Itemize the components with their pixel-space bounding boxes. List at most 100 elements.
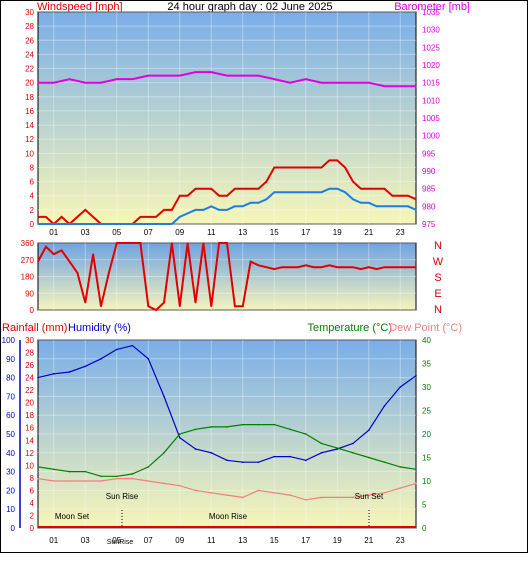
hour-tick-label: 11 bbox=[207, 228, 216, 237]
hour-tick-label: 15 bbox=[270, 536, 279, 545]
dew-point-point bbox=[210, 491, 213, 494]
rainfall-tick-label: 4 bbox=[30, 499, 35, 508]
hour-tick-label: 07 bbox=[144, 228, 153, 237]
gust-point bbox=[100, 223, 102, 225]
temperature-point bbox=[226, 426, 228, 428]
rainfall-tick-label: 22 bbox=[25, 386, 34, 395]
gust-point bbox=[312, 191, 315, 193]
rainfall-tick-label: 30 bbox=[25, 336, 34, 345]
windspeed-point bbox=[304, 166, 307, 169]
gust-point bbox=[108, 223, 110, 225]
moonrise-label: Moon Rise bbox=[209, 512, 248, 521]
barometer-tick-label: 1025 bbox=[422, 43, 440, 52]
windspeed-point bbox=[163, 209, 165, 211]
rainfall-tick-label: 12 bbox=[25, 449, 34, 458]
barometer-tick-label: 995 bbox=[422, 149, 436, 158]
barometer-point bbox=[336, 81, 339, 84]
direction-point bbox=[131, 242, 134, 244]
gust-point bbox=[60, 223, 63, 225]
direction-point bbox=[375, 268, 378, 270]
barometer-tick-label: 980 bbox=[422, 202, 436, 211]
sunrise-label: Sun Rise bbox=[106, 492, 139, 501]
barometer-point bbox=[163, 74, 165, 77]
humidity-axis-title: Humidity (%) bbox=[68, 322, 131, 334]
humidity-point bbox=[210, 452, 213, 454]
windspeed-point bbox=[218, 194, 220, 197]
humidity-point bbox=[100, 358, 102, 360]
direction-point bbox=[336, 266, 339, 268]
barometer-point bbox=[68, 78, 71, 80]
direction-tick-label: 0 bbox=[30, 306, 35, 315]
hour-tick-label: 03 bbox=[81, 228, 90, 237]
windspeed-point bbox=[210, 187, 213, 190]
hour-tick-label: 09 bbox=[175, 228, 184, 237]
windspeed-point bbox=[186, 194, 189, 197]
direction-point bbox=[234, 305, 236, 308]
windspeed-tick-label: 20 bbox=[25, 79, 34, 88]
rainfall-tick-label: 18 bbox=[25, 411, 34, 420]
humidity-tick-label: 80 bbox=[6, 374, 15, 383]
dew-point-point bbox=[367, 494, 370, 496]
direction-point bbox=[273, 268, 276, 270]
windspeed-tick-label: 24 bbox=[25, 50, 34, 59]
hour-tick-label: 11 bbox=[207, 536, 216, 545]
rainfall-tick-label: 0 bbox=[30, 524, 35, 533]
gust-point bbox=[257, 202, 260, 204]
windspeed-point bbox=[399, 194, 402, 197]
barometer-point bbox=[194, 71, 197, 73]
temperature-point bbox=[320, 442, 323, 445]
compass-label: S bbox=[434, 272, 441, 284]
windspeed-point bbox=[84, 209, 87, 211]
humidity-point bbox=[163, 395, 165, 398]
windspeed-tick-label: 30 bbox=[25, 8, 34, 17]
temperature-point bbox=[399, 466, 402, 468]
windspeed-point bbox=[360, 187, 362, 190]
rainfall-axis-title: Rainfall (mm) bbox=[2, 322, 67, 334]
barometer-tick-label: 1005 bbox=[422, 114, 440, 123]
direction-point bbox=[100, 305, 102, 308]
temperature-point bbox=[352, 452, 354, 454]
gust-point bbox=[45, 223, 47, 225]
hour-tick-label: 21 bbox=[364, 228, 373, 237]
direction-point bbox=[265, 266, 268, 268]
barometer-point bbox=[52, 81, 55, 84]
temperature-point bbox=[115, 475, 118, 478]
gust-point bbox=[273, 191, 276, 193]
gust-point bbox=[304, 191, 307, 193]
temperature-tick-label: 20 bbox=[422, 430, 431, 439]
hour-tick-label: 09 bbox=[175, 536, 184, 545]
hour-tick-label: 05 bbox=[112, 228, 121, 237]
barometer-point bbox=[178, 74, 181, 77]
windspeed-point bbox=[415, 198, 417, 201]
rainfall-tick-label: 24 bbox=[25, 374, 34, 383]
windspeed-point bbox=[328, 159, 331, 162]
direction-point bbox=[178, 305, 181, 308]
gust-point bbox=[241, 205, 244, 208]
rainfall-tick-label: 8 bbox=[30, 474, 35, 483]
direction-point bbox=[312, 266, 315, 268]
direction-point bbox=[281, 266, 283, 268]
gust-point bbox=[352, 198, 354, 201]
temperature-point bbox=[37, 466, 39, 468]
gust-point bbox=[68, 223, 71, 225]
hour-tick-label: 07 bbox=[144, 536, 153, 545]
direction-point bbox=[249, 260, 252, 263]
gust-point bbox=[344, 191, 346, 193]
direction-point bbox=[399, 266, 402, 268]
direction-point bbox=[367, 266, 370, 268]
dew-point-point bbox=[194, 489, 197, 492]
compass-label: N bbox=[434, 240, 442, 252]
direction-point bbox=[171, 242, 173, 244]
windspeed-point bbox=[289, 166, 291, 169]
direction-point bbox=[226, 242, 228, 244]
temperature-point bbox=[68, 470, 71, 473]
windspeed-tick-label: 10 bbox=[25, 149, 34, 158]
direction-point bbox=[328, 264, 331, 267]
dew-point-point bbox=[289, 494, 291, 496]
direction-point bbox=[407, 266, 409, 268]
barometer-point bbox=[399, 85, 402, 87]
hour-tick-label: 19 bbox=[333, 536, 342, 545]
gust-point bbox=[407, 205, 409, 208]
windspeed-tick-label: 0 bbox=[30, 220, 35, 229]
